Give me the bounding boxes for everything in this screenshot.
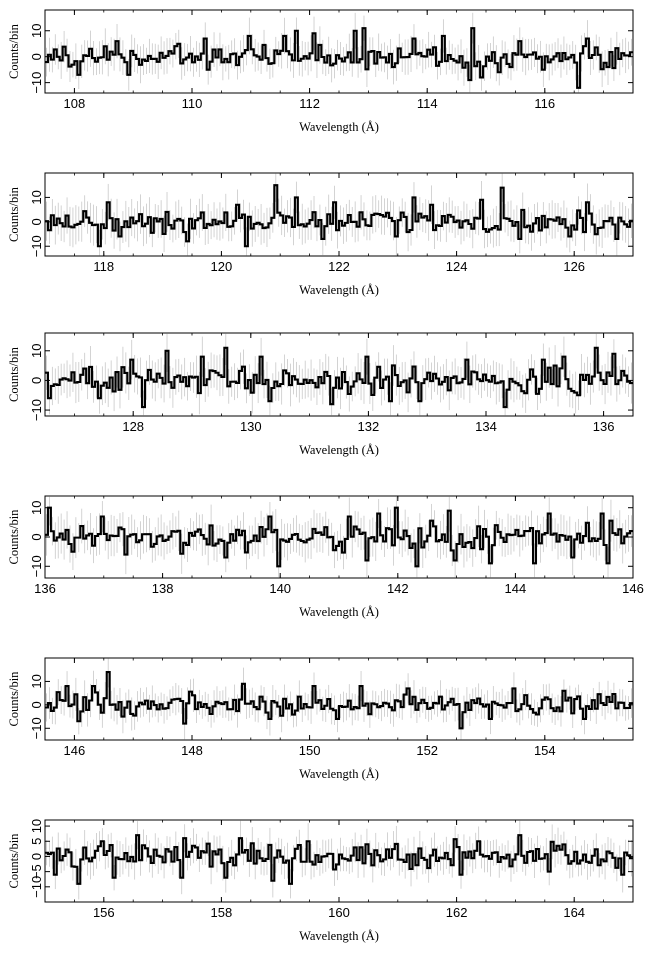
spectrum-panel-3: 128 130 132 134 136 −10 0 10 Wavelength (Å) Count… <box>7 332 634 457</box>
spectrum-series <box>45 834 633 885</box>
spectrum-panel-2: 118 120 122 124 126 −10 0 10 Wavelength (Å) Count… <box>7 172 634 297</box>
y-tick-label: −10 <box>29 399 44 421</box>
y-tick-label: −10 <box>29 717 44 739</box>
x-tick-label: 162 <box>446 905 468 920</box>
x-tick-label: 160 <box>328 905 350 920</box>
x-axis-label: Wavelength (Å) <box>299 929 379 943</box>
x-tick-label: 148 <box>181 743 203 758</box>
x-tick-label: 146 <box>64 743 86 758</box>
y-tick-label: −10 <box>29 876 44 898</box>
x-axis-label: Wavelength (Å) <box>299 120 379 134</box>
error-bars <box>46 173 632 256</box>
spectrum-series <box>45 506 633 568</box>
x-tick-label: 124 <box>446 259 468 274</box>
x-axis-label: Wavelength (Å) <box>299 767 379 781</box>
y-axis-label: Counts/bin <box>7 833 21 889</box>
y-tick-label: 0 <box>29 701 44 708</box>
plot-frame <box>44 172 634 257</box>
spectrum-series <box>45 671 633 730</box>
x-tick-label: 144 <box>505 581 527 596</box>
x-tick-label: 142 <box>387 581 409 596</box>
y-axis-label: Counts/bin <box>7 509 21 565</box>
x-tick-label: 132 <box>358 419 380 434</box>
x-tick-label: 138 <box>152 581 174 596</box>
y-tick-label: 0 <box>29 533 44 540</box>
x-tick-label: 164 <box>563 905 585 920</box>
y-tick-label: 10 <box>29 344 44 358</box>
x-tick-label: 136 <box>593 419 615 434</box>
x-tick-label: 154 <box>534 743 556 758</box>
x-tick-label: 108 <box>64 96 86 111</box>
x-tick-label: 152 <box>416 743 438 758</box>
x-tick-label: 120 <box>211 259 233 274</box>
x-axis-label: Wavelength (Å) <box>299 605 379 619</box>
spectrum-panel-4: 136 138 140 142 144 146 −10 0 10 Wavelength (Å) Co… <box>7 495 644 619</box>
y-tick-label: 10 <box>29 674 44 688</box>
spectrum-series <box>45 184 633 248</box>
y-tick-label: −10 <box>29 72 44 94</box>
x-tick-label: 158 <box>211 905 233 920</box>
spectrum-panel-6: 156 158 160 162 164 −10−5 0 5 10 Wavelength (Å) Co… <box>7 819 634 943</box>
x-tick-label: 140 <box>269 581 291 596</box>
x-tick-label: 122 <box>328 259 350 274</box>
plot-frame <box>44 495 634 579</box>
x-tick-label: 118 <box>93 259 114 274</box>
y-tick-label: 5 <box>29 838 44 845</box>
x-tick-label: 128 <box>122 419 144 434</box>
y-tick-label: 10 <box>29 819 44 833</box>
x-tick-label: 112 <box>299 96 320 111</box>
spectrum-panel-1: 108 110 112 114 116 −10 0 10 Wavelength (Å) Count… <box>7 9 634 134</box>
y-tick-label: 10 <box>29 24 44 38</box>
x-tick-label: 156 <box>93 905 115 920</box>
y-tick-label: 0 <box>29 53 44 60</box>
y-axis-label: Counts/bin <box>7 671 21 727</box>
y-tick-label: 0 <box>29 853 44 860</box>
y-axis-label: Counts/bin <box>7 23 21 79</box>
spectrum-panel-5: 146 148 150 152 154 −10 0 10 Wavelength (Å) Count… <box>7 657 634 781</box>
y-tick-label: 10 <box>29 190 44 204</box>
x-axis-label: Wavelength (Å) <box>299 443 379 457</box>
y-tick-label: 0 <box>29 377 44 384</box>
x-tick-label: 134 <box>475 419 497 434</box>
y-tick-label: 0 <box>29 218 44 225</box>
y-tick-label: −10 <box>29 555 44 577</box>
x-tick-label: 114 <box>417 96 438 111</box>
x-tick-label: 150 <box>299 743 321 758</box>
x-axis-label: Wavelength (Å) <box>299 283 379 297</box>
x-tick-label: 146 <box>622 581 644 596</box>
x-tick-label: 130 <box>240 419 262 434</box>
spectrum-series <box>45 27 633 89</box>
y-tick-label: 10 <box>29 500 44 514</box>
x-tick-label: 136 <box>34 581 56 596</box>
x-tick-label: 126 <box>563 259 585 274</box>
x-tick-label: 110 <box>182 96 203 111</box>
y-tick-label: −10 <box>29 235 44 257</box>
error-bars <box>46 496 632 578</box>
spectrum-series <box>45 346 633 409</box>
y-axis-label: Counts/bin <box>7 186 21 242</box>
x-tick-label: 116 <box>534 96 555 111</box>
y-axis-label: Counts/bin <box>7 346 21 402</box>
y-tick-label: −5 <box>29 864 44 879</box>
